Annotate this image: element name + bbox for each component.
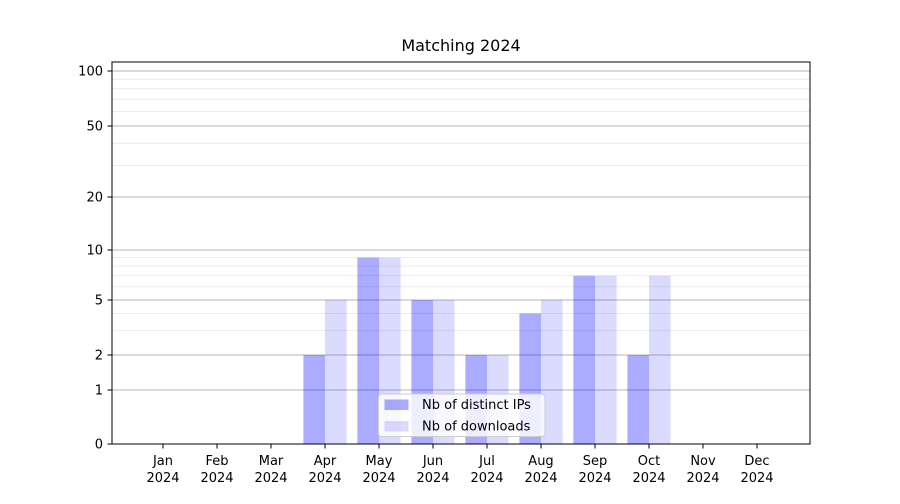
y-tick-label: 2 [95,349,103,364]
legend: Nb of distinct IPs Nb of downloads [378,393,546,437]
x-tick-label-month: Jun [422,454,443,469]
x-tick-label-year: 2024 [308,471,341,486]
axes-spines [111,61,811,445]
y-tick-label: 5 [95,294,103,309]
legend-label-distinct-ips: Nb of distinct IPs [422,398,531,413]
legend-swatch-distinct-ips [384,399,409,410]
y-tick-label: 10 [86,244,103,259]
x-tick-label-month: Oct [638,454,660,469]
bar-ips-apr [303,355,325,444]
x-tick-label-month: Dec [744,454,769,469]
y-tick-label: 1 [95,384,103,399]
bar-ips-oct [627,355,649,444]
bar-downloads-sep [595,275,617,444]
y-tick-label: 20 [86,191,103,206]
x-tick-label-year: 2024 [362,471,395,486]
y-tick-label: 50 [86,120,103,135]
x-tick-label-year: 2024 [524,471,557,486]
y-tick-label: 100 [78,65,103,80]
bar-downloads-oct [649,275,671,444]
legend-swatch-downloads [384,421,409,432]
x-tick-label-month: Aug [528,454,553,469]
y-tick-labels: 0 1 2 5 10 20 50 100 [78,65,103,453]
x-tick-label-month: Nov [690,454,716,469]
tick-marks [107,70,758,449]
bar-ips-sep [573,275,595,444]
plot-border [111,61,811,445]
x-tick-label-year: 2024 [200,471,233,486]
major-gridlines [112,70,810,391]
x-tick-label-year: 2024 [578,471,611,486]
legend-label-downloads: Nb of downloads [422,420,531,435]
x-tick-label-year: 2024 [740,471,773,486]
x-tick-label-year: 2024 [686,471,719,486]
chart-title: Matching 2024 [401,36,520,55]
x-tick-label-month: Mar [259,454,284,469]
x-tick-label-month: Feb [205,454,228,469]
bar-downloads-apr [325,300,347,444]
bar-downloads-aug [541,300,563,444]
x-tick-label-month: Sep [583,454,608,469]
y-tick-label: 0 [95,438,103,453]
x-tick-label-year: 2024 [146,471,179,486]
legend-box [378,393,546,437]
bar-ips-may [357,257,379,444]
x-tick-label-month: Jul [478,454,495,469]
x-tick-label-year: 2024 [416,471,449,486]
x-tick-label-month: Jan [152,454,173,469]
x-tick-label-year: 2024 [254,471,287,486]
minor-gridlines [112,78,810,332]
x-tick-label-year: 2024 [632,471,665,486]
x-tick-labels: Jan 2024 Feb 2024 Mar 2024 Apr 2024 May 2024 Jun 20… [146,454,773,486]
bars-layer [303,257,671,444]
x-tick-label-month: Apr [314,454,337,469]
x-tick-label-year: 2024 [470,471,503,486]
x-tick-label-month: May [366,454,393,469]
